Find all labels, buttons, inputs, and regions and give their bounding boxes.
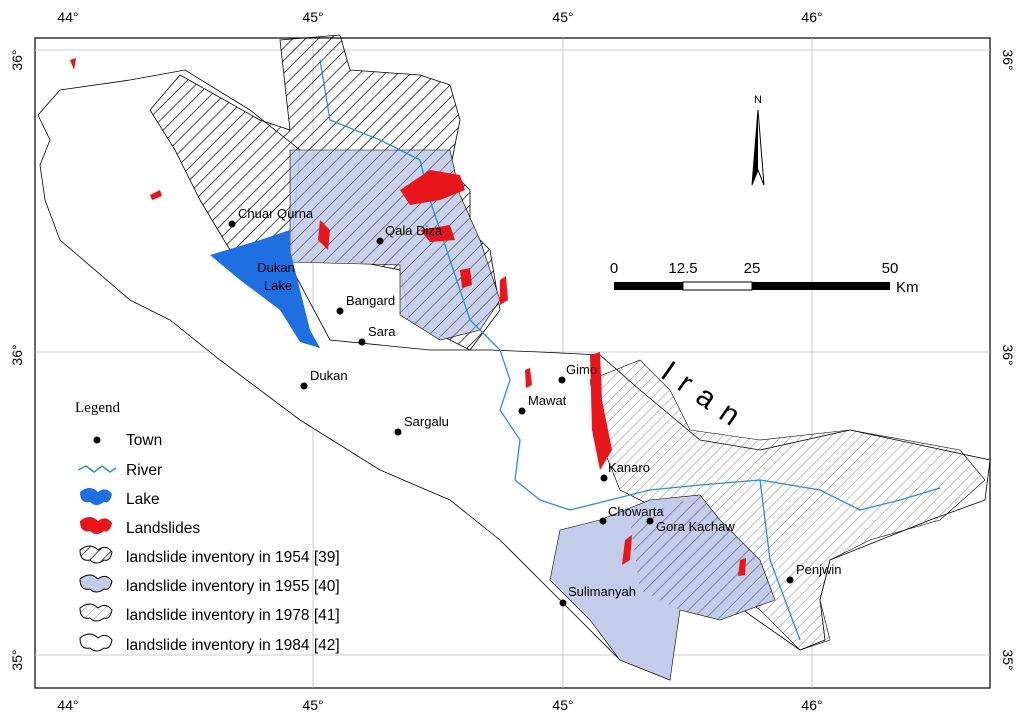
- top-coord-label: 45°: [302, 9, 323, 25]
- bottom-coord-label: 46°: [801, 697, 822, 713]
- right-coord-label: 35°: [1000, 649, 1016, 670]
- town-marker: [518, 407, 526, 415]
- left-coord-label: 35°: [9, 649, 25, 670]
- legend-label: Town: [126, 432, 162, 449]
- scale-label: 50: [882, 260, 899, 277]
- town-marker: [559, 599, 567, 607]
- town-label: Penjwin: [796, 562, 842, 577]
- legend-label: Landslides: [126, 520, 200, 537]
- legend-label: landslide inventory in 1984 [42]: [126, 637, 340, 654]
- legend-label: River: [126, 462, 162, 479]
- legend-label: Lake: [126, 491, 160, 508]
- town-marker: [336, 307, 344, 315]
- lake-label: Lake: [264, 278, 292, 293]
- town-label: Dukan: [310, 368, 348, 383]
- bottom-coord-label: 44°: [57, 697, 78, 713]
- town-marker: [228, 220, 236, 228]
- landslides: [70, 58, 746, 576]
- scale-unit: Km: [896, 279, 919, 296]
- top-coord-label: 44°: [57, 9, 78, 25]
- left-coord-label: 36°: [9, 344, 25, 365]
- lake: [210, 230, 320, 348]
- town-label: Gimo: [566, 362, 597, 377]
- town-label: Sara: [368, 324, 396, 339]
- town-label: Qala Diza: [385, 223, 443, 238]
- town-marker: [394, 428, 402, 436]
- scale-label: 25: [744, 260, 761, 277]
- top-coord-label: 46°: [801, 9, 822, 25]
- town-label: Chuar Qurna: [238, 206, 314, 221]
- town-label: Sargalu: [404, 414, 449, 429]
- town-label: Sulimanyah: [568, 584, 636, 599]
- scale-bar: [614, 281, 890, 291]
- town-label: Bangard: [346, 293, 395, 308]
- town-marker: [599, 517, 607, 525]
- town-label: Gora Kachaw: [656, 519, 735, 534]
- right-coord-label: 36°: [1000, 344, 1016, 365]
- left-coord-label: 36°: [9, 49, 25, 70]
- legend: Legend Town River Lake Landslides landslide …: [75, 400, 340, 654]
- town-marker: [358, 338, 366, 346]
- town-label: Mawat: [528, 393, 567, 408]
- town-label: Chowarta: [608, 504, 664, 519]
- right-coord-label: 36°: [1000, 49, 1016, 70]
- town-marker: [786, 576, 794, 584]
- town-marker: [646, 517, 654, 525]
- legend-title: Legend: [75, 400, 120, 416]
- bottom-coord-label: 45°: [302, 697, 323, 713]
- north-label: N: [754, 94, 762, 106]
- town-marker: [300, 382, 308, 390]
- inventory-1955-hatch: [630, 495, 775, 620]
- legend-label: landslide inventory in 1955 [40]: [126, 578, 340, 595]
- town-marker: [558, 376, 566, 384]
- town-label: Kanaro: [608, 460, 650, 475]
- lake-label: Dukan: [257, 260, 295, 275]
- bottom-coord-label: 45°: [552, 697, 573, 713]
- north-arrow: [751, 109, 765, 186]
- town-marker: [600, 474, 608, 482]
- legend-label: landslide inventory in 1954 [39]: [126, 549, 340, 566]
- town-marker: [376, 237, 384, 245]
- scale-label: 0: [610, 260, 618, 277]
- scale-label: 12.5: [668, 260, 697, 277]
- top-coord-label: 45°: [552, 9, 573, 25]
- legend-label: landslide inventory in 1978 [41]: [126, 607, 340, 624]
- river: [759, 479, 801, 641]
